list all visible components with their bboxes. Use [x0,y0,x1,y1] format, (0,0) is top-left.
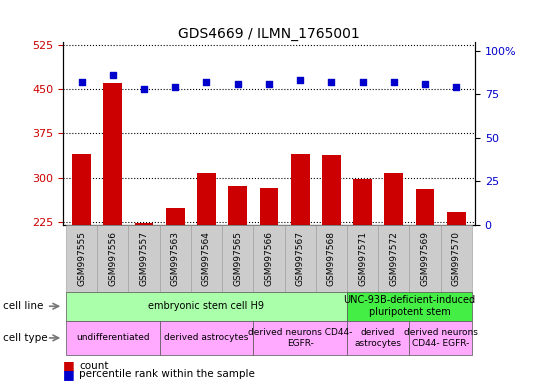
Text: derived astrocytes: derived astrocytes [164,333,248,343]
Text: percentile rank within the sample: percentile rank within the sample [79,369,255,379]
Text: UNC-93B-deficient-induced
pluripotent stem: UNC-93B-deficient-induced pluripotent st… [343,295,476,317]
Text: GSM997555: GSM997555 [77,231,86,286]
Text: embryonic stem cell H9: embryonic stem cell H9 [149,301,264,311]
Point [296,78,305,84]
Text: GSM997565: GSM997565 [233,231,242,286]
Text: GSM997571: GSM997571 [358,231,367,286]
Bar [259,187,278,354]
Text: count: count [79,361,109,371]
Bar [291,154,310,354]
Bar [103,83,122,354]
Point [202,79,211,85]
Text: GSM997566: GSM997566 [264,231,274,286]
Text: derived
astrocytes: derived astrocytes [355,328,402,348]
Text: GSM997556: GSM997556 [108,231,117,286]
Point [140,86,149,92]
Point [264,81,273,87]
Point [109,72,117,78]
Bar [322,155,341,354]
Bar [384,174,403,354]
Text: GSM997572: GSM997572 [389,231,399,286]
Title: GDS4669 / ILMN_1765001: GDS4669 / ILMN_1765001 [178,27,360,41]
Bar [72,154,91,354]
Text: cell line: cell line [3,301,43,311]
Bar [353,179,372,354]
Point [233,81,242,87]
Text: GSM997557: GSM997557 [139,231,149,286]
Text: ■: ■ [63,368,75,381]
Point [358,79,367,85]
Text: ■: ■ [63,359,75,372]
Point [171,84,180,91]
Bar [197,173,216,354]
Point [389,79,398,85]
Point [452,84,461,91]
Bar [416,189,435,354]
Bar [228,186,247,354]
Text: undifferentiated: undifferentiated [76,333,150,343]
Text: cell type: cell type [3,333,48,343]
Text: GSM997567: GSM997567 [295,231,305,286]
Text: GSM997569: GSM997569 [420,231,430,286]
Text: GSM997568: GSM997568 [327,231,336,286]
Text: GSM997563: GSM997563 [171,231,180,286]
Bar [447,212,466,354]
Text: GSM997570: GSM997570 [452,231,461,286]
Text: derived neurons
CD44- EGFR-: derived neurons CD44- EGFR- [403,328,478,348]
Point [77,79,86,85]
Point [327,79,336,85]
Point [420,81,429,87]
Bar [135,223,153,354]
Bar [166,208,185,354]
Text: GSM997564: GSM997564 [202,231,211,286]
Text: derived neurons CD44-
EGFR-: derived neurons CD44- EGFR- [248,328,352,348]
